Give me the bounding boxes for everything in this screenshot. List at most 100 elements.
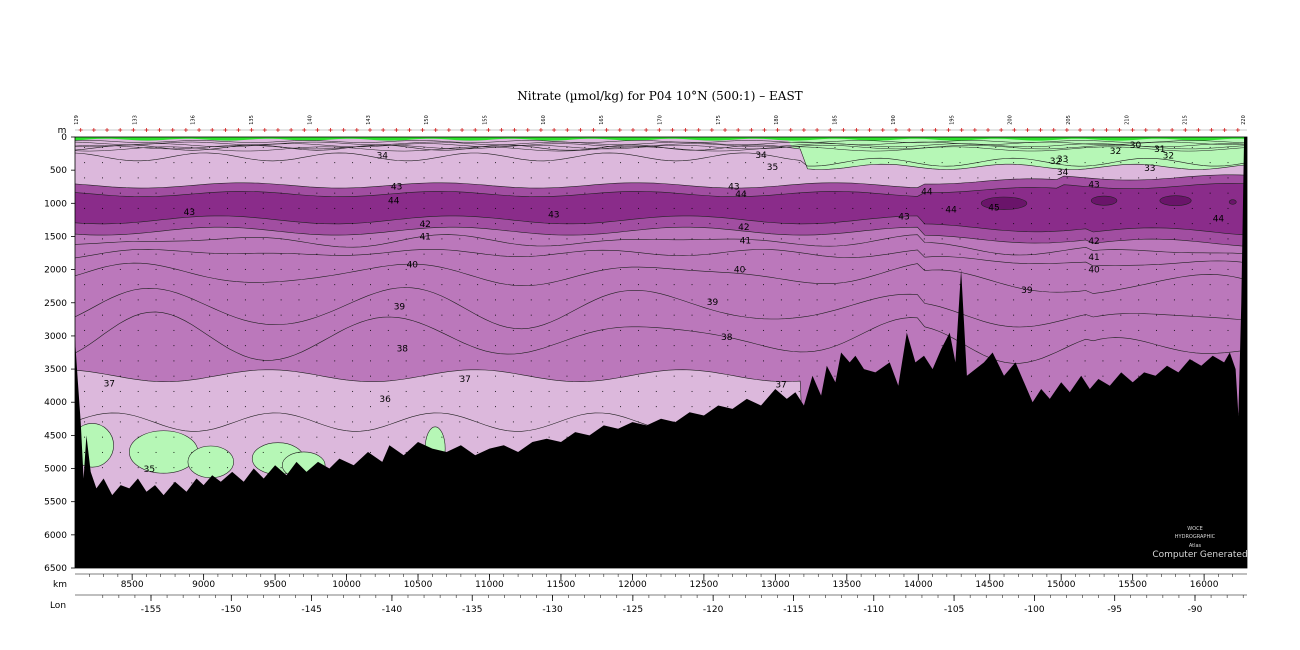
contour-label-40: 40 [1088, 266, 1100, 276]
sample-dot [512, 406, 514, 408]
sample-dot [387, 253, 389, 255]
sample-dot [495, 238, 496, 240]
sample-dot [709, 360, 711, 362]
sample-dot [155, 177, 157, 179]
sample-dot [709, 375, 711, 377]
sample-dot [1120, 162, 1122, 164]
sample-dot [441, 375, 443, 377]
sample-dot [423, 329, 425, 331]
sample-dot [727, 329, 729, 331]
sample-dot [584, 314, 586, 316]
sample-dot [548, 268, 550, 270]
sample-dot [1066, 314, 1068, 316]
sample-dot [352, 345, 354, 347]
sample-dot [1102, 207, 1104, 209]
sample-dot [441, 146, 443, 148]
sample-dot [584, 345, 586, 347]
sample-dot [244, 406, 246, 408]
sample-dot [798, 268, 800, 270]
sample-dot [209, 375, 211, 377]
sample-dot [477, 345, 479, 347]
sample-dot [1120, 268, 1122, 270]
lon-tick-label: -155 [141, 605, 161, 615]
sample-dot [923, 207, 925, 209]
contour-label-41: 41 [419, 232, 430, 242]
sample-dot [673, 268, 675, 270]
sample-dot [798, 253, 800, 255]
sample-dot [441, 162, 443, 164]
sample-dot [477, 314, 479, 316]
sample-dot [173, 314, 175, 316]
sample-dot [620, 360, 622, 362]
sample-dot [798, 207, 800, 209]
sample-dot [1209, 299, 1211, 301]
sample-dot [155, 146, 157, 148]
sample-dot [620, 299, 622, 301]
sample-dot [352, 284, 354, 286]
contour-line-surface-4 [75, 144, 1247, 150]
sample-dot [566, 162, 568, 164]
watermark-line4: Computer Generated [1152, 550, 1247, 560]
sample-dot [673, 146, 675, 148]
sample-dot [280, 223, 282, 225]
sample-dot [870, 345, 872, 347]
sample-dot [673, 329, 675, 331]
sample-dot [262, 284, 264, 286]
sample-dot [102, 192, 103, 194]
sample-dot [405, 162, 407, 164]
sample-dot [1173, 314, 1175, 316]
sample-dot [370, 268, 371, 270]
sample-dot [1048, 238, 1050, 240]
sample-dot [244, 436, 246, 438]
sample-dot [512, 345, 514, 347]
sample-dot [209, 451, 211, 453]
sample-dot [459, 207, 461, 209]
sample-dot [1048, 177, 1050, 179]
sample-dot [119, 238, 121, 240]
sample-dot [387, 162, 389, 164]
sample-dot [191, 207, 193, 209]
sample-dot [566, 390, 568, 392]
sample-dot [620, 406, 622, 408]
sample-dot [512, 223, 514, 225]
sample-dot [888, 146, 890, 148]
sample-dot [512, 284, 514, 286]
sample-dot [459, 238, 461, 240]
sample-dot [548, 192, 550, 194]
sample-dot [673, 406, 675, 408]
sample-dot [620, 390, 622, 392]
sample-dot [923, 162, 925, 164]
sample-dot [1209, 329, 1211, 331]
sample-dot [1227, 223, 1229, 225]
sample-dot [316, 375, 318, 377]
sample-dot [691, 253, 693, 255]
sample-dot [816, 268, 818, 270]
sample-dot [602, 146, 604, 148]
sample-dot [1048, 284, 1050, 286]
sample-dot [905, 192, 907, 194]
sample-dot [119, 360, 121, 362]
sample-dot [798, 329, 800, 331]
sample-dot [173, 436, 175, 438]
sample-dot [691, 360, 693, 362]
sample-dot [477, 421, 479, 423]
sample-dot [709, 162, 711, 164]
sample-dot [1191, 207, 1193, 209]
sample-dot [334, 360, 336, 362]
sample-dot [834, 345, 836, 347]
sample-dot [137, 207, 139, 209]
sample-dot [155, 162, 157, 164]
sample-dot [137, 329, 139, 331]
sample-dot [923, 284, 925, 286]
sample-dot [191, 436, 193, 438]
sample-dot [155, 284, 157, 286]
sample-dot [316, 177, 318, 179]
sample-dot [405, 360, 407, 362]
sample-dot [298, 253, 300, 255]
sample-dot [1102, 238, 1104, 240]
sample-dot [905, 329, 907, 331]
sample-dot [262, 177, 264, 179]
sample-dot [834, 314, 836, 316]
sample-dot [566, 177, 568, 179]
